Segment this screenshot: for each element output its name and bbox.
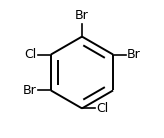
Text: Cl: Cl bbox=[24, 48, 37, 61]
Text: Cl: Cl bbox=[96, 102, 108, 115]
Text: Br: Br bbox=[127, 48, 141, 61]
Text: Br: Br bbox=[75, 9, 89, 22]
Text: Br: Br bbox=[23, 84, 37, 97]
